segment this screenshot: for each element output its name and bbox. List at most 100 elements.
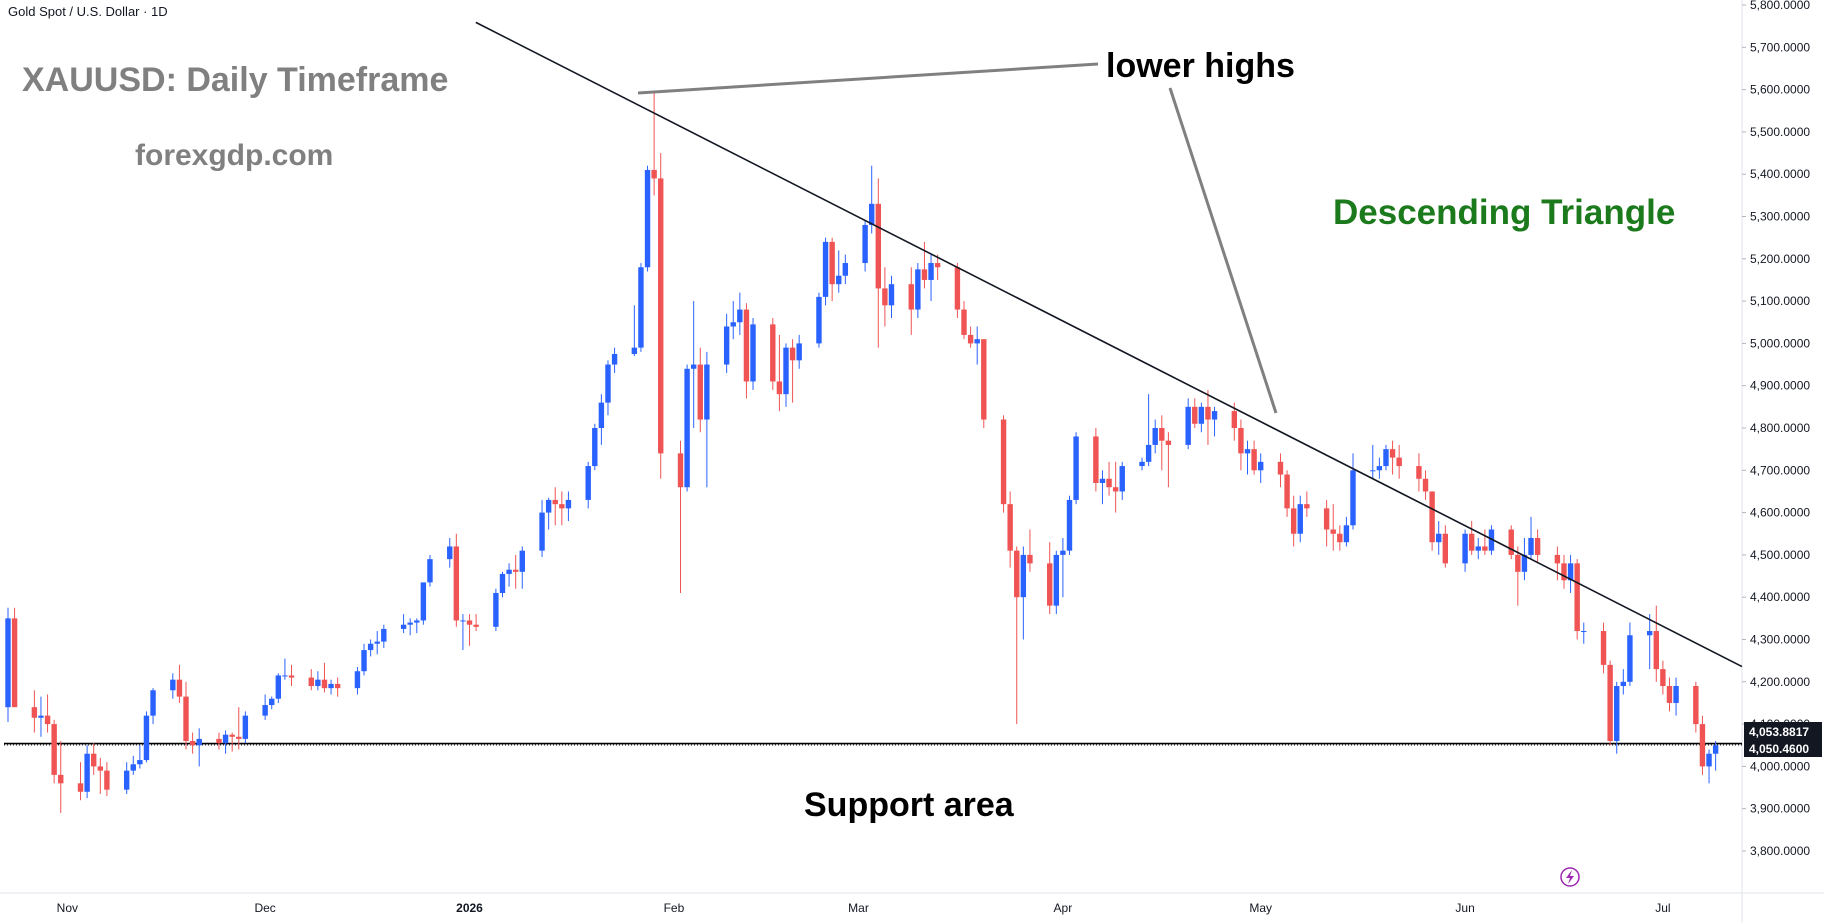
candle-body bbox=[1442, 533, 1449, 564]
candle bbox=[1020, 546, 1027, 640]
candle bbox=[512, 554, 519, 589]
candle-body bbox=[1699, 724, 1706, 767]
candle-body bbox=[229, 734, 235, 737]
candle bbox=[585, 461, 591, 509]
candle bbox=[974, 326, 980, 365]
candle-body bbox=[1389, 449, 1396, 458]
candle bbox=[91, 743, 97, 775]
candle bbox=[770, 318, 776, 390]
lower-highs-pointer-2 bbox=[1168, 87, 1278, 414]
candle-body bbox=[1468, 533, 1475, 551]
site-annotation: forexgdp.com bbox=[135, 139, 333, 172]
candle-body bbox=[493, 592, 499, 627]
candle-body bbox=[1515, 554, 1521, 572]
candle-body bbox=[216, 738, 222, 744]
candle bbox=[1007, 491, 1013, 568]
candle-body bbox=[954, 267, 961, 310]
candle-body bbox=[1000, 419, 1007, 505]
candle bbox=[967, 326, 974, 348]
candle-body bbox=[447, 546, 453, 560]
candle bbox=[644, 165, 651, 272]
candle bbox=[1660, 660, 1666, 695]
price-tick-label: 4,400.0000 bbox=[1750, 590, 1810, 604]
candle-body bbox=[222, 734, 229, 744]
candle-body bbox=[677, 453, 684, 488]
candle bbox=[882, 267, 888, 327]
candle bbox=[961, 301, 967, 340]
price-tick-label: 5,400.0000 bbox=[1750, 167, 1810, 181]
candle-body bbox=[1205, 406, 1211, 420]
candle-body bbox=[750, 324, 756, 382]
candle-body bbox=[58, 774, 64, 784]
candle-body bbox=[1323, 508, 1330, 530]
candle-body bbox=[644, 169, 651, 268]
candle-body bbox=[658, 178, 664, 454]
candle bbox=[651, 91, 657, 196]
candle-body bbox=[704, 364, 710, 420]
candle bbox=[374, 631, 380, 655]
candle bbox=[1607, 660, 1613, 746]
candle bbox=[1112, 461, 1119, 513]
candle bbox=[242, 711, 249, 744]
price-tags: 4,053.8817 4,050.4600 bbox=[1744, 722, 1822, 757]
candle-body bbox=[414, 620, 420, 623]
candle bbox=[1614, 681, 1620, 754]
candle-body bbox=[1396, 457, 1402, 467]
candle-body bbox=[1614, 686, 1620, 742]
candle bbox=[1567, 554, 1574, 593]
candle-body bbox=[796, 343, 802, 361]
candle-body bbox=[1251, 449, 1257, 471]
candle-body bbox=[91, 753, 97, 767]
candle bbox=[1600, 622, 1607, 674]
candle bbox=[1284, 470, 1290, 517]
time-tick-label: Feb bbox=[664, 901, 685, 915]
candle-body bbox=[1284, 474, 1290, 509]
candle-body bbox=[585, 466, 591, 500]
candle-body bbox=[1139, 461, 1145, 467]
candle bbox=[460, 614, 466, 651]
candle-body bbox=[1304, 504, 1310, 509]
candle bbox=[915, 263, 921, 319]
candle-body bbox=[189, 741, 196, 746]
candle-body bbox=[453, 546, 460, 621]
candle-body bbox=[321, 679, 328, 689]
time-tick-label: Jun bbox=[1455, 901, 1474, 915]
candle bbox=[822, 237, 829, 306]
candle bbox=[1528, 516, 1534, 560]
candle bbox=[1620, 669, 1627, 695]
candle-body bbox=[97, 766, 104, 771]
candle bbox=[690, 301, 697, 428]
candle-body bbox=[1653, 631, 1659, 670]
candle-body bbox=[1488, 529, 1495, 551]
candle bbox=[875, 178, 881, 348]
drawings-layer bbox=[475, 21, 1743, 668]
lightning-icon[interactable] bbox=[1560, 867, 1580, 887]
candle-body bbox=[1370, 470, 1376, 472]
candle bbox=[427, 554, 433, 587]
candle bbox=[466, 614, 473, 646]
candle-body bbox=[1383, 449, 1389, 467]
candle-body bbox=[1014, 550, 1020, 598]
candle bbox=[1323, 499, 1330, 547]
candle bbox=[130, 755, 136, 775]
candle bbox=[269, 696, 275, 710]
candle-body bbox=[407, 622, 413, 625]
candle bbox=[1066, 495, 1073, 555]
candle bbox=[1673, 677, 1679, 716]
candle bbox=[414, 618, 420, 634]
candle bbox=[447, 537, 453, 568]
candle-body bbox=[130, 764, 136, 771]
candle-body bbox=[1620, 681, 1627, 687]
candle-body bbox=[1627, 635, 1633, 682]
candle-body bbox=[1646, 631, 1653, 636]
candle bbox=[559, 491, 565, 526]
candle bbox=[552, 487, 558, 526]
candle bbox=[1574, 559, 1580, 640]
price-tick-label: 5,700.0000 bbox=[1750, 40, 1810, 54]
candle bbox=[1192, 398, 1198, 428]
candle bbox=[908, 267, 914, 335]
candle-body bbox=[137, 760, 143, 765]
candle bbox=[334, 677, 341, 697]
